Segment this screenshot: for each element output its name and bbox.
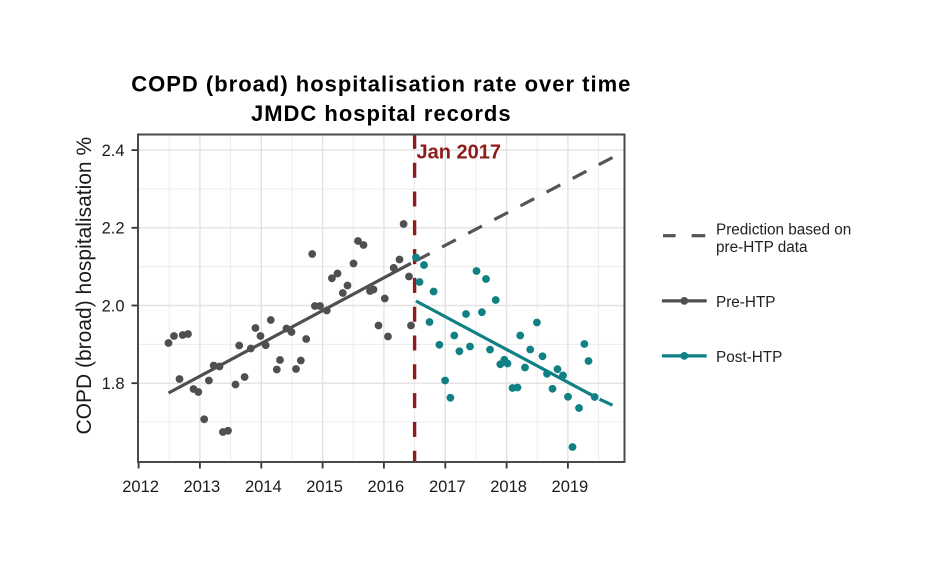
svg-text:2013: 2013 [184,478,221,496]
svg-text:Prediction based on: Prediction based on [716,221,851,238]
svg-text:1.8: 1.8 [102,375,125,393]
svg-text:2019: 2019 [552,478,589,496]
svg-text:Jan 2017: Jan 2017 [417,142,502,164]
svg-text:2.0: 2.0 [102,297,125,315]
svg-text:2012: 2012 [122,478,159,496]
svg-text:COPD (broad) hospitalisation r: COPD (broad) hospitalisation rate over t… [131,72,631,97]
svg-text:Pre-HTP: Pre-HTP [716,294,776,311]
svg-text:2017: 2017 [429,478,466,496]
svg-text:2015: 2015 [306,478,343,496]
svg-text:2016: 2016 [368,478,405,496]
svg-text:Post-HTP: Post-HTP [716,349,782,366]
svg-text:2018: 2018 [490,478,527,496]
svg-text:COPD (broad) hospitalisation %: COPD (broad) hospitalisation % [73,137,96,435]
svg-text:JMDC hospital records: JMDC hospital records [251,101,512,126]
svg-text:2.4: 2.4 [102,142,125,160]
svg-text:2.2: 2.2 [102,220,125,238]
svg-text:2014: 2014 [245,478,282,496]
svg-text:pre-HTP data: pre-HTP data [716,239,808,256]
